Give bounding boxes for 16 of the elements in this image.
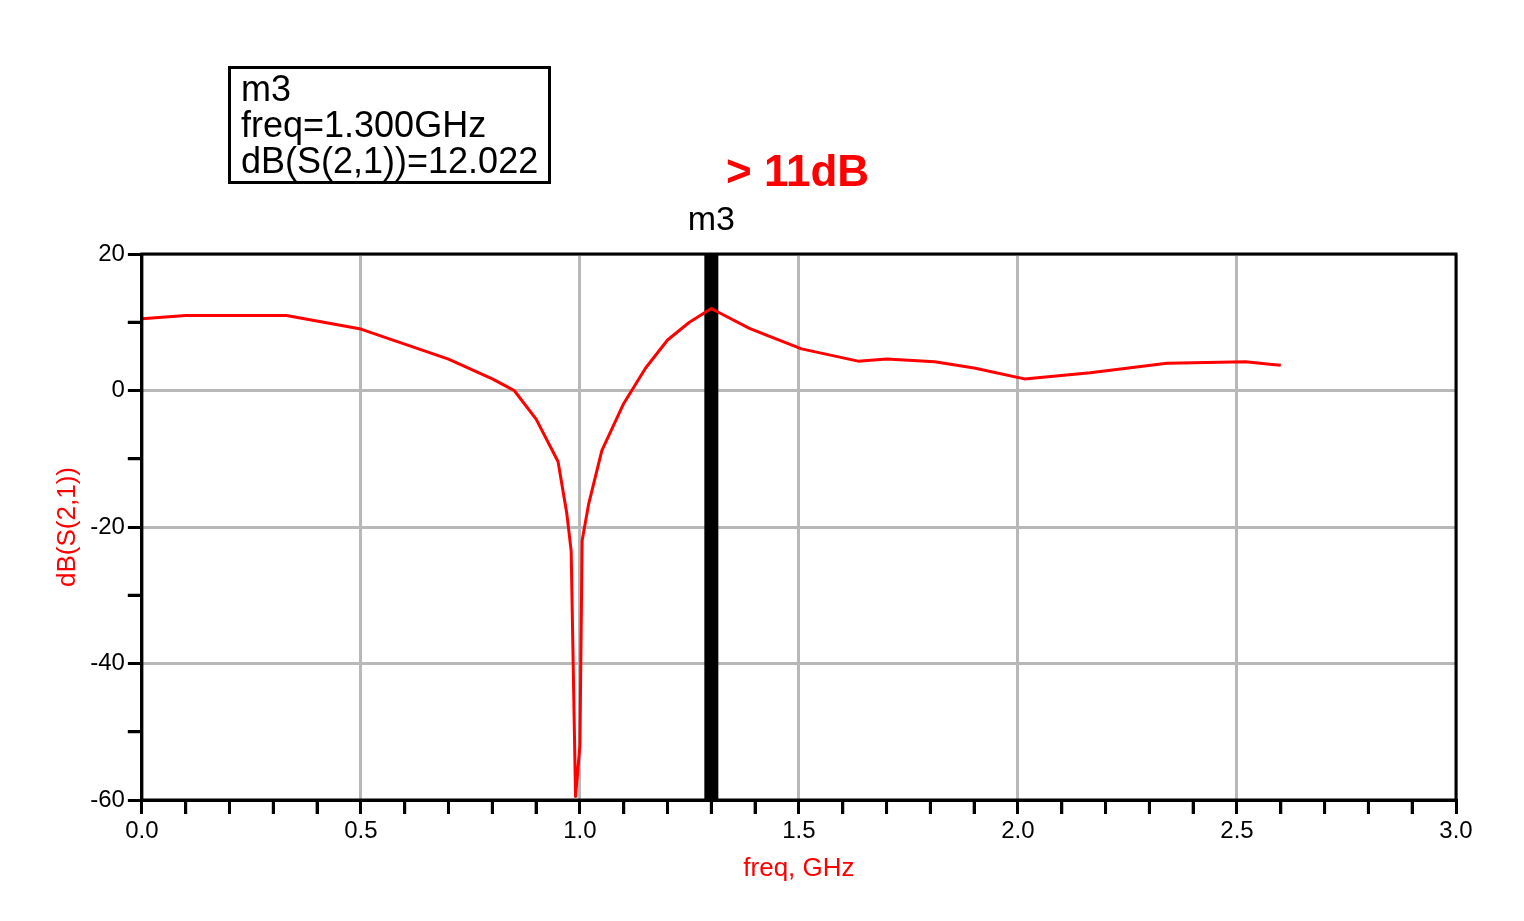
x-tick-label: 1.5 (782, 816, 816, 844)
text: > 11dB (726, 146, 870, 196)
x-axis-title: freq, GHz (743, 851, 855, 882)
x-tick-label: 0.0 (125, 816, 159, 844)
x-tick-label: 1.0 (563, 816, 597, 844)
y-tick-label: -20 (90, 511, 125, 539)
y-tick-label: 20 (98, 238, 125, 266)
x-tick-label: 3.0 (1439, 816, 1473, 844)
y-tick-label: 0 (111, 375, 125, 403)
x-tick-label: 2.5 (1220, 816, 1254, 844)
ref-line-label: m3 (687, 199, 735, 238)
x-tick-label: 2.0 (1001, 816, 1035, 844)
y-tick-label: -60 (90, 784, 125, 812)
x-tick-label: 0.5 (344, 816, 378, 844)
y-axis-title: dB(S(2,1)) (50, 467, 81, 587)
y-tick-label: -40 (90, 648, 125, 676)
